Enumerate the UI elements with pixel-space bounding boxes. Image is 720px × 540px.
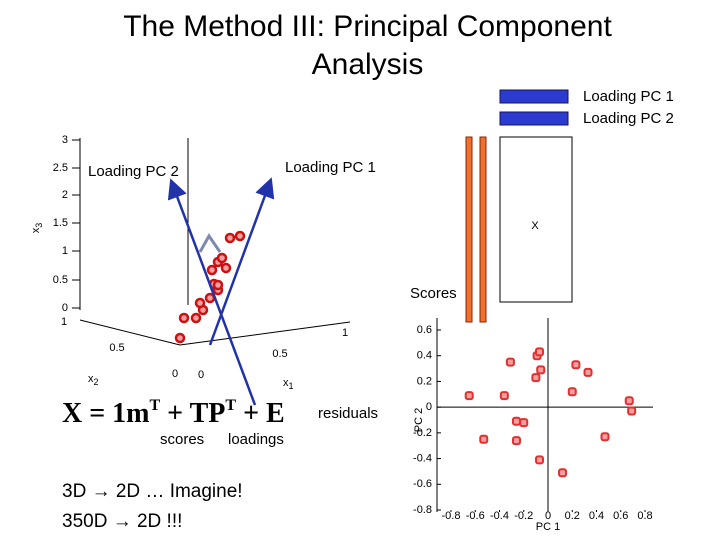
scores-label: Scores xyxy=(410,285,457,302)
x-tick-label: 0 xyxy=(545,510,551,522)
legend-swatch xyxy=(499,89,569,104)
x1-axis-label: x1 xyxy=(283,377,294,391)
slide-title: The Method III: Principal Component Anal… xyxy=(123,10,612,81)
z-tick-label: 1 xyxy=(62,245,68,257)
legend-label: Loading PC 1 xyxy=(583,88,674,105)
legend-label: Loading PC 2 xyxy=(583,110,674,127)
point xyxy=(531,373,541,383)
point xyxy=(567,387,577,397)
x-tick-label: 0.4 xyxy=(589,510,604,522)
y-tick-label: 0.6 xyxy=(417,324,432,336)
note: 3D → 2D … Imagine! xyxy=(62,481,243,502)
point xyxy=(535,347,545,357)
z-tick-label: 1.5 xyxy=(53,217,68,229)
point xyxy=(519,418,529,428)
z-tick-label: 0 xyxy=(62,302,68,314)
point xyxy=(558,468,568,478)
point xyxy=(499,391,509,401)
x2-tick-label: 0.5 xyxy=(109,342,124,354)
x-tick-label: -0.6 xyxy=(466,510,485,522)
data-matrix xyxy=(499,136,573,303)
x-tick-label: -0.8 xyxy=(442,510,461,522)
point xyxy=(464,391,474,401)
x-tick-label: -0.2 xyxy=(514,510,533,522)
z-tick-label: 3 xyxy=(62,134,68,146)
z-tick-label: 2.5 xyxy=(53,162,68,174)
point xyxy=(535,455,545,465)
x-tick-label: -0.4 xyxy=(490,510,509,522)
y-tick-label: -0.6 xyxy=(413,478,432,490)
loading-arrow xyxy=(208,177,275,346)
x1-tick-label: 1 xyxy=(342,327,348,339)
score-bar xyxy=(465,136,473,323)
score-bar xyxy=(479,136,487,323)
point xyxy=(624,396,634,406)
point xyxy=(505,357,515,367)
x-tick-label: 0.8 xyxy=(637,510,652,522)
y-tick-label: 0 xyxy=(426,401,432,413)
point xyxy=(511,416,521,426)
z-tick-label: 2 xyxy=(62,189,68,201)
equation-note: scores xyxy=(160,431,204,448)
x2-tick-label: 1 xyxy=(61,316,67,328)
y-tick-label: -0.8 xyxy=(413,504,432,516)
x2-tick-label: 0 xyxy=(172,368,178,380)
equation: X = 1mT + TPT + E xyxy=(62,397,285,430)
point xyxy=(627,406,637,416)
point xyxy=(479,434,489,444)
point xyxy=(571,360,581,370)
point xyxy=(536,365,546,375)
y-axis-label: PC 2 xyxy=(413,408,425,432)
x-tick-label: 0.6 xyxy=(613,510,628,522)
x1-tick-label: 0 xyxy=(198,369,204,381)
arrow-label: Loading PC 2 xyxy=(88,163,179,180)
y-tick-label: -0.4 xyxy=(413,452,432,464)
x2-axis-label: x2 xyxy=(88,373,99,387)
matrix-label: X xyxy=(531,220,539,232)
loading-arrow xyxy=(167,178,257,406)
z-tick-label: 0.5 xyxy=(53,274,68,286)
point xyxy=(600,432,610,442)
legend-swatch xyxy=(499,111,569,126)
y-tick-label: 0.4 xyxy=(417,350,432,362)
y-tick-label: -0.2 xyxy=(413,427,432,439)
x-axis-label: PC 1 xyxy=(536,521,560,533)
z-axis-label: x3 xyxy=(30,223,44,234)
points-3d xyxy=(174,230,246,344)
point xyxy=(511,436,521,446)
y-tick-label: 0.2 xyxy=(417,375,432,387)
arrow-label: Loading PC 1 xyxy=(285,159,376,176)
plot3d-frame xyxy=(72,138,351,346)
equation-note: loadings xyxy=(228,431,284,448)
point xyxy=(583,367,593,377)
projection-shape xyxy=(198,233,222,253)
x-tick-label: 0.2 xyxy=(565,510,580,522)
x1-tick-label: 0.5 xyxy=(272,348,287,360)
equation-note: residuals xyxy=(318,405,378,422)
note: 350D → 2D !!! xyxy=(62,511,182,532)
